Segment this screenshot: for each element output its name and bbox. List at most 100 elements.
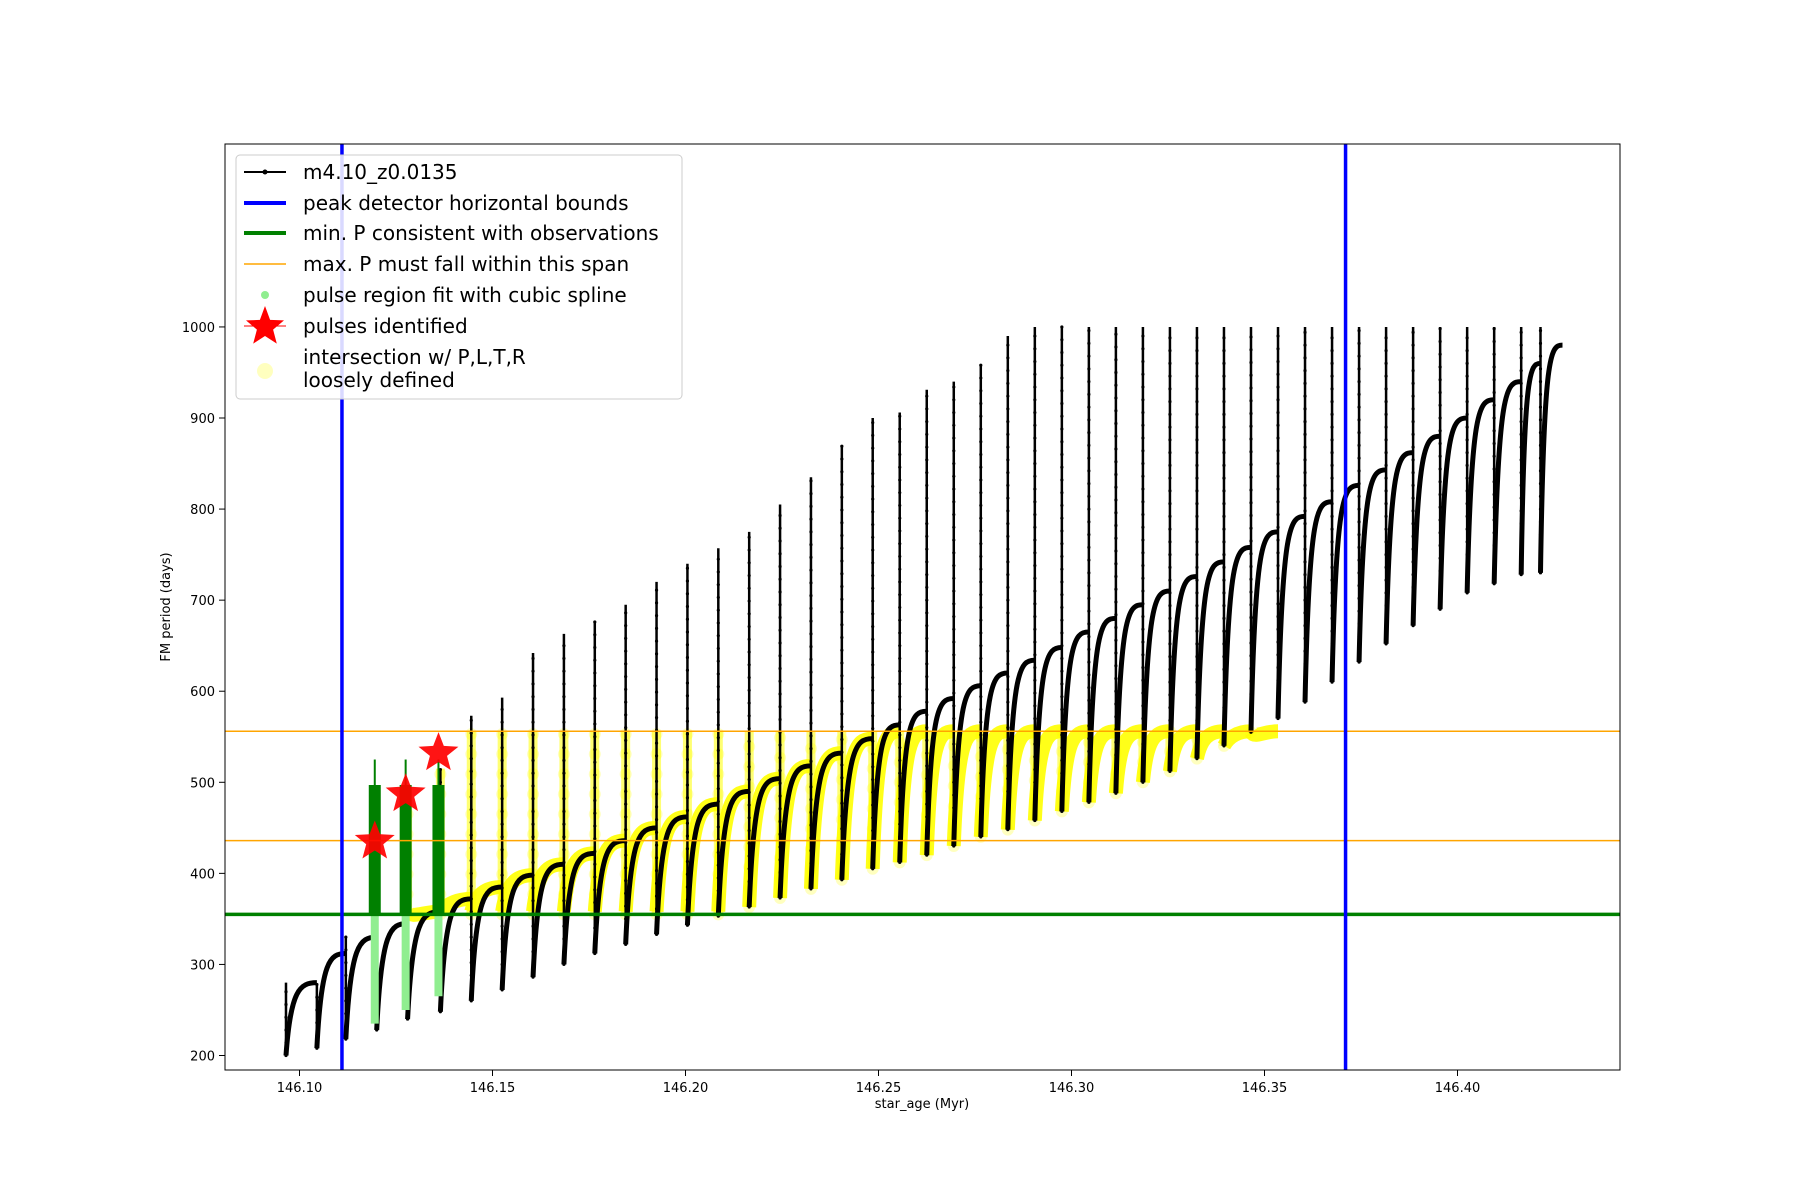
pulse-arc bbox=[684, 801, 719, 926]
data-point bbox=[1438, 441, 1442, 446]
data-point bbox=[593, 875, 597, 879]
data-point bbox=[747, 777, 751, 782]
data-point bbox=[1114, 523, 1118, 528]
data-point bbox=[1249, 475, 1253, 479]
data-point bbox=[747, 675, 751, 680]
data-point bbox=[1060, 707, 1064, 712]
data-point bbox=[593, 684, 597, 688]
data-point bbox=[952, 461, 956, 466]
data-point bbox=[1384, 438, 1388, 442]
data-point bbox=[840, 737, 844, 742]
data-point bbox=[979, 427, 983, 431]
data-point bbox=[1276, 359, 1280, 364]
data-point bbox=[1060, 567, 1064, 571]
data-point bbox=[1087, 596, 1091, 600]
legend-entry-pulses-identified: pulses identified bbox=[244, 306, 468, 344]
legend-label-spline-fit: pulse region fit with cubic spline bbox=[303, 283, 627, 307]
data-point bbox=[624, 726, 628, 730]
pulse-arc bbox=[924, 696, 954, 856]
data-point bbox=[1330, 502, 1334, 506]
data-point bbox=[624, 662, 628, 666]
data-point bbox=[1249, 335, 1253, 339]
data-point bbox=[979, 746, 983, 750]
data-point bbox=[716, 634, 720, 638]
data-point bbox=[871, 637, 875, 641]
data-point bbox=[925, 496, 929, 500]
data-point bbox=[1168, 667, 1172, 671]
data-point bbox=[1114, 574, 1118, 579]
data-point bbox=[716, 850, 720, 855]
data-point bbox=[925, 560, 929, 564]
data-point bbox=[1330, 361, 1334, 365]
data-point bbox=[1384, 476, 1388, 480]
data-point bbox=[1195, 425, 1199, 429]
data-point bbox=[925, 573, 929, 577]
data-point bbox=[1538, 392, 1543, 396]
data-point bbox=[840, 763, 844, 767]
data-point bbox=[1276, 410, 1280, 415]
data-point bbox=[1006, 471, 1010, 475]
data-point bbox=[952, 691, 956, 695]
data-point bbox=[1033, 563, 1037, 568]
data-point bbox=[809, 810, 813, 814]
data-point bbox=[1303, 445, 1307, 449]
data-point bbox=[685, 732, 690, 736]
data-point bbox=[1330, 425, 1334, 429]
data-point bbox=[1249, 564, 1253, 569]
pulse-identified-star bbox=[418, 732, 459, 771]
data-point bbox=[840, 495, 844, 499]
data-point bbox=[871, 624, 875, 629]
data-point bbox=[1222, 527, 1226, 531]
data-point bbox=[925, 624, 929, 628]
data-point bbox=[284, 1015, 288, 1019]
data-point bbox=[840, 686, 844, 691]
data-point bbox=[898, 529, 902, 533]
legend-entry-intersection: intersection w/ P,L,T,R loosely defined bbox=[257, 345, 526, 392]
data-point bbox=[593, 824, 597, 828]
data-point bbox=[562, 758, 566, 763]
data-point bbox=[593, 888, 597, 892]
data-point bbox=[1276, 474, 1280, 478]
data-point bbox=[1114, 472, 1118, 477]
data-point bbox=[747, 765, 751, 769]
data-point bbox=[654, 830, 659, 834]
data-point bbox=[1060, 529, 1064, 533]
data-point bbox=[1141, 423, 1145, 427]
legend-entry-model: m4.10_z0.0135 bbox=[244, 160, 458, 184]
data-point bbox=[1033, 334, 1037, 338]
data-point bbox=[1492, 403, 1496, 407]
data-point bbox=[531, 886, 535, 890]
data-point bbox=[654, 869, 659, 873]
data-point bbox=[1006, 547, 1010, 551]
data-point bbox=[624, 636, 628, 640]
data-point bbox=[840, 444, 844, 448]
data-point bbox=[654, 703, 659, 707]
data-point bbox=[1465, 425, 1469, 429]
data-point bbox=[1033, 423, 1037, 427]
data-point bbox=[871, 471, 875, 476]
data-point bbox=[747, 599, 751, 603]
data-point bbox=[716, 799, 720, 804]
data-point bbox=[1114, 536, 1118, 540]
data-point bbox=[1411, 458, 1415, 462]
data-point bbox=[1384, 412, 1388, 416]
data-point bbox=[979, 503, 983, 508]
data-point bbox=[1006, 598, 1010, 602]
data-point bbox=[1276, 525, 1280, 529]
data-point bbox=[1538, 367, 1543, 371]
pulse-arc bbox=[1491, 379, 1522, 584]
data-point bbox=[1438, 505, 1442, 509]
data-point bbox=[840, 788, 844, 793]
data-point bbox=[593, 773, 597, 777]
data-point bbox=[469, 782, 473, 786]
data-point bbox=[1168, 336, 1172, 340]
data-point bbox=[778, 692, 782, 696]
data-point bbox=[1330, 349, 1334, 353]
data-point bbox=[925, 432, 929, 437]
data-point bbox=[925, 407, 929, 411]
data-point bbox=[925, 585, 929, 590]
data-point bbox=[1438, 467, 1442, 471]
data-point bbox=[1330, 540, 1334, 544]
data-point bbox=[624, 751, 628, 755]
data-point bbox=[871, 522, 875, 527]
